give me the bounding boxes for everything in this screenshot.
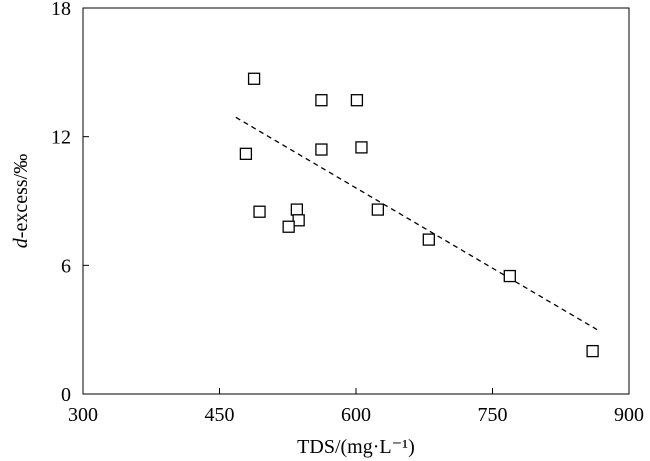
- plot-frame: [82, 7, 630, 395]
- data-point-square: [315, 94, 328, 107]
- data-point-square: [350, 94, 364, 107]
- y-axis-label-italic: d: [10, 237, 32, 248]
- data-point-square: [355, 141, 368, 154]
- data-point-square: [282, 220, 295, 233]
- y-axis-label: d-excess/‰: [10, 154, 32, 248]
- y-tick-label: 18: [51, 0, 71, 20]
- y-tick-label: 0: [61, 384, 71, 406]
- trendline: [235, 116, 598, 331]
- data-point-square: [247, 72, 261, 85]
- x-axis-label: TDS/(mg·L⁻¹): [297, 436, 415, 458]
- data-point-square: [422, 233, 435, 246]
- y-tick-label: 6: [61, 255, 71, 277]
- data-point-square: [315, 143, 328, 156]
- x-tick-label: 600: [341, 404, 371, 426]
- x-tick-label: 750: [478, 404, 508, 426]
- data-point-square: [586, 344, 599, 358]
- data-point-square: [239, 147, 253, 160]
- data-point-square: [292, 214, 305, 227]
- ticks-layer: [82, 7, 630, 395]
- x-tick-label: 900: [614, 404, 644, 426]
- data-point-square: [503, 269, 516, 283]
- data-point-square: [290, 203, 304, 216]
- y-axis-label-rest: -excess/‰: [10, 154, 32, 238]
- data-points-layer: [239, 72, 599, 358]
- x-tick-label: 450: [205, 404, 235, 426]
- data-point-square: [371, 203, 384, 216]
- tick-labels-layer: 300 450 600 750 900 0 6 12 18: [51, 0, 644, 426]
- data-point-square: [253, 205, 266, 218]
- x-tick-label: 300: [68, 404, 98, 426]
- y-tick-label: 12: [51, 127, 71, 149]
